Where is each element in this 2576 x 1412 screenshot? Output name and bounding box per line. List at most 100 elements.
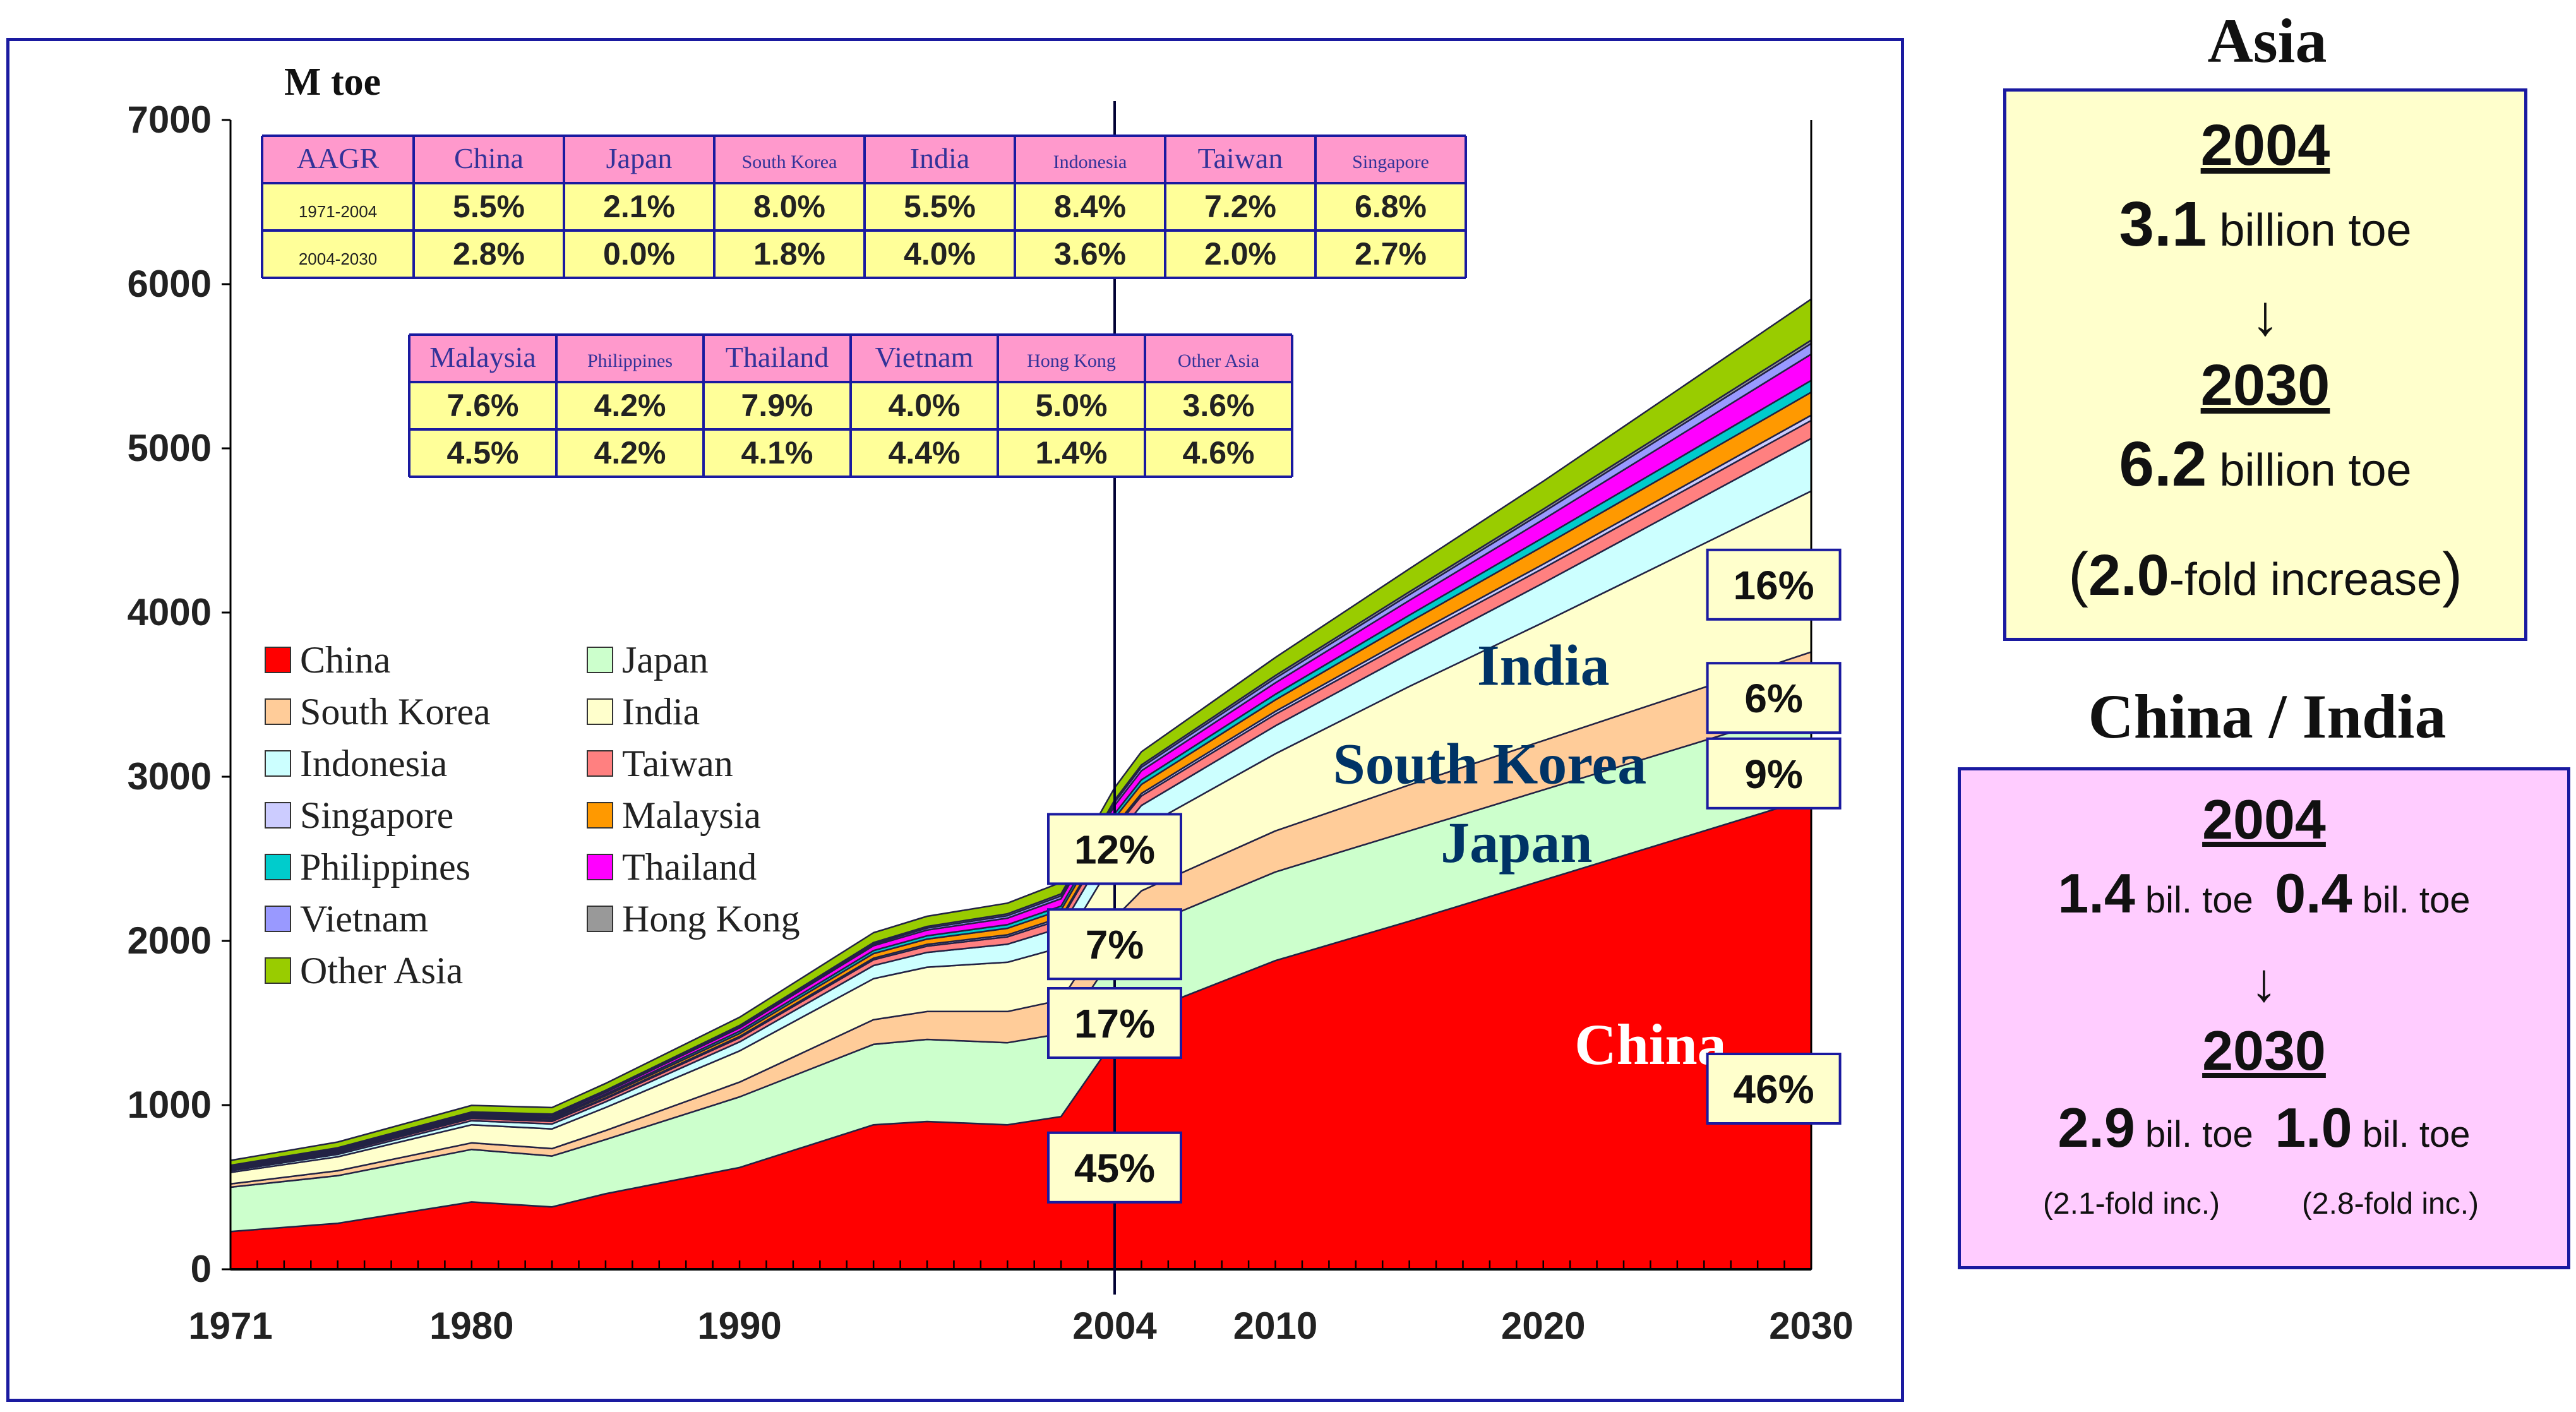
share-label-text: 7% [1086,922,1144,967]
legend-swatch [265,647,291,673]
y-tick-label: 4000 [128,591,212,633]
legend-label: Singapore [300,794,453,836]
legend-swatch [265,750,291,777]
share-label-text: 45% [1074,1146,1155,1191]
table-cell: 7.2% [1204,189,1276,224]
legend-swatch [587,854,613,880]
asia-summary-box: 2004 3.1 billion toe ↓ 2030 6.2 billion … [2003,88,2527,641]
table-header-cell: Malaysia [429,341,536,373]
legend-item-indonesia: Indonesia [265,743,447,784]
legend-swatch [587,750,613,777]
legend-label: Taiwan [622,743,733,784]
share-label-text: 6% [1744,676,1803,721]
asia-unit-2004: billion toe [2207,205,2412,256]
table-header-cell: Vietnam [875,341,974,373]
table-cell: 6.8% [1355,189,1427,224]
table-cell: 1.4% [1036,435,1108,470]
aagr-table-1: AAGR China Japan South Korea India Indonesia T… [261,135,1467,279]
region-label-south-korea: South Korea [1333,731,1647,796]
y-tick-label: 5000 [128,427,212,469]
legend-item-malaysia: Malaysia [587,794,761,836]
table-cell: 2.7% [1355,236,1427,272]
table-cell: 3.6% [1054,236,1126,272]
legend-item-other-asia: Other Asia [265,950,463,991]
table-cell: 2.8% [453,236,525,272]
table-header-cell: AAGR [297,142,380,174]
share-label-box [1706,737,1842,810]
table-cell: 8.0% [753,189,825,224]
legend-swatch [587,906,613,932]
legend-label: Vietnam [300,898,428,940]
ci-china-unit-2004: bil. toe [2135,880,2253,921]
aagr-table-2: Malaysia Philippines Thailand Vietnam Hong K… [408,333,1293,478]
region-label-japan: Japan [1441,810,1592,875]
table-header-cell: Thailand [726,341,829,373]
table-header-cell: Indonesia [1053,152,1127,172]
legend-label: Other Asia [300,950,463,991]
legend-swatch [265,957,291,984]
table-header-cell: Other Asia [1178,350,1259,371]
y-tick-label: 2000 [128,919,212,962]
share-label: 16% [1706,548,1842,621]
table-cell: 4.1% [741,435,813,470]
asia-title: Asia [2207,6,2327,76]
ci-china-2030: 2.9 [2058,1096,2135,1159]
asia-year-2030: 2030 [2200,353,2330,417]
table-cell: 2.1% [603,189,675,224]
legend-item-china: China [265,639,390,681]
table-cell: 7.9% [741,388,813,423]
region-label-china: China [1574,1012,1726,1077]
table-cell: 2004-2030 [299,249,377,268]
ci-india-2030: 1.0 [2275,1096,2352,1159]
table-header-cell: China [454,142,524,174]
table-cell: 4.6% [1183,435,1255,470]
share-label-box [1706,548,1842,621]
table-cell: 5.0% [1036,388,1108,423]
table-cell: 7.6% [447,388,519,423]
share-label-text: 17% [1074,1001,1155,1046]
share-label: 6% [1706,662,1842,734]
legend-label: Japan [622,639,709,681]
legend-item-philippines: Philippines [265,846,470,888]
legend-swatch [265,802,291,829]
table-header-cell: Japan [606,142,673,174]
legend-swatch [265,906,291,932]
table-header-cell: India [910,142,970,174]
y-tick-label: 3000 [128,755,212,798]
asia-value-2030-line: 6.2 billion toe [2006,426,2524,521]
asia-value-2004: 3.1 [2119,189,2207,260]
share-label-box [1046,1131,1182,1204]
legend-label: Philippines [300,846,470,888]
legend-item-thailand: Thailand [587,846,757,888]
table-cell: 1.8% [753,236,825,272]
y-tick-label: 1000 [128,1084,212,1126]
x-tick-label: 2020 [1501,1305,1585,1347]
table-cell: 5.5% [453,189,525,224]
y-tick-label: 0 [191,1248,212,1290]
legend-label: South Korea [300,691,491,733]
asia-value-2030: 6.2 [2119,429,2207,500]
asia-unit-2030: billion toe [2207,445,2412,496]
share-label: 46% [1706,1053,1842,1125]
share-label-box [1706,662,1842,734]
legend-item-south-korea: South Korea [265,691,491,733]
share-label: 12% [1046,813,1182,885]
legend-item-vietnam: Vietnam [265,898,428,940]
ci-india-unit-2030: bil. toe [2352,1114,2471,1155]
asia-value-2004-line: 3.1 billion toe [2006,186,2524,281]
ci-increase-line: (2.1-fold inc.) (2.8-fold inc.) [1961,1182,2567,1233]
legend-swatch [587,802,613,829]
table-cell: 4.0% [889,388,961,423]
legend-swatch [587,647,613,673]
table-cell: 4.0% [904,236,976,272]
x-tick-label: 2004 [1072,1305,1157,1347]
ci-india-2004: 0.4 [2275,862,2352,924]
table-cell: 4.5% [447,435,519,470]
china-india-title: China / India [2088,681,2447,751]
table-header-cell: South Korea [742,152,837,172]
share-label: 45% [1046,1131,1182,1204]
x-tick-label: 1990 [697,1305,781,1347]
ci-values-2030: 2.9 bil. toe 1.0 bil. toe [1961,1090,2567,1182]
share-label-box [1046,908,1182,981]
